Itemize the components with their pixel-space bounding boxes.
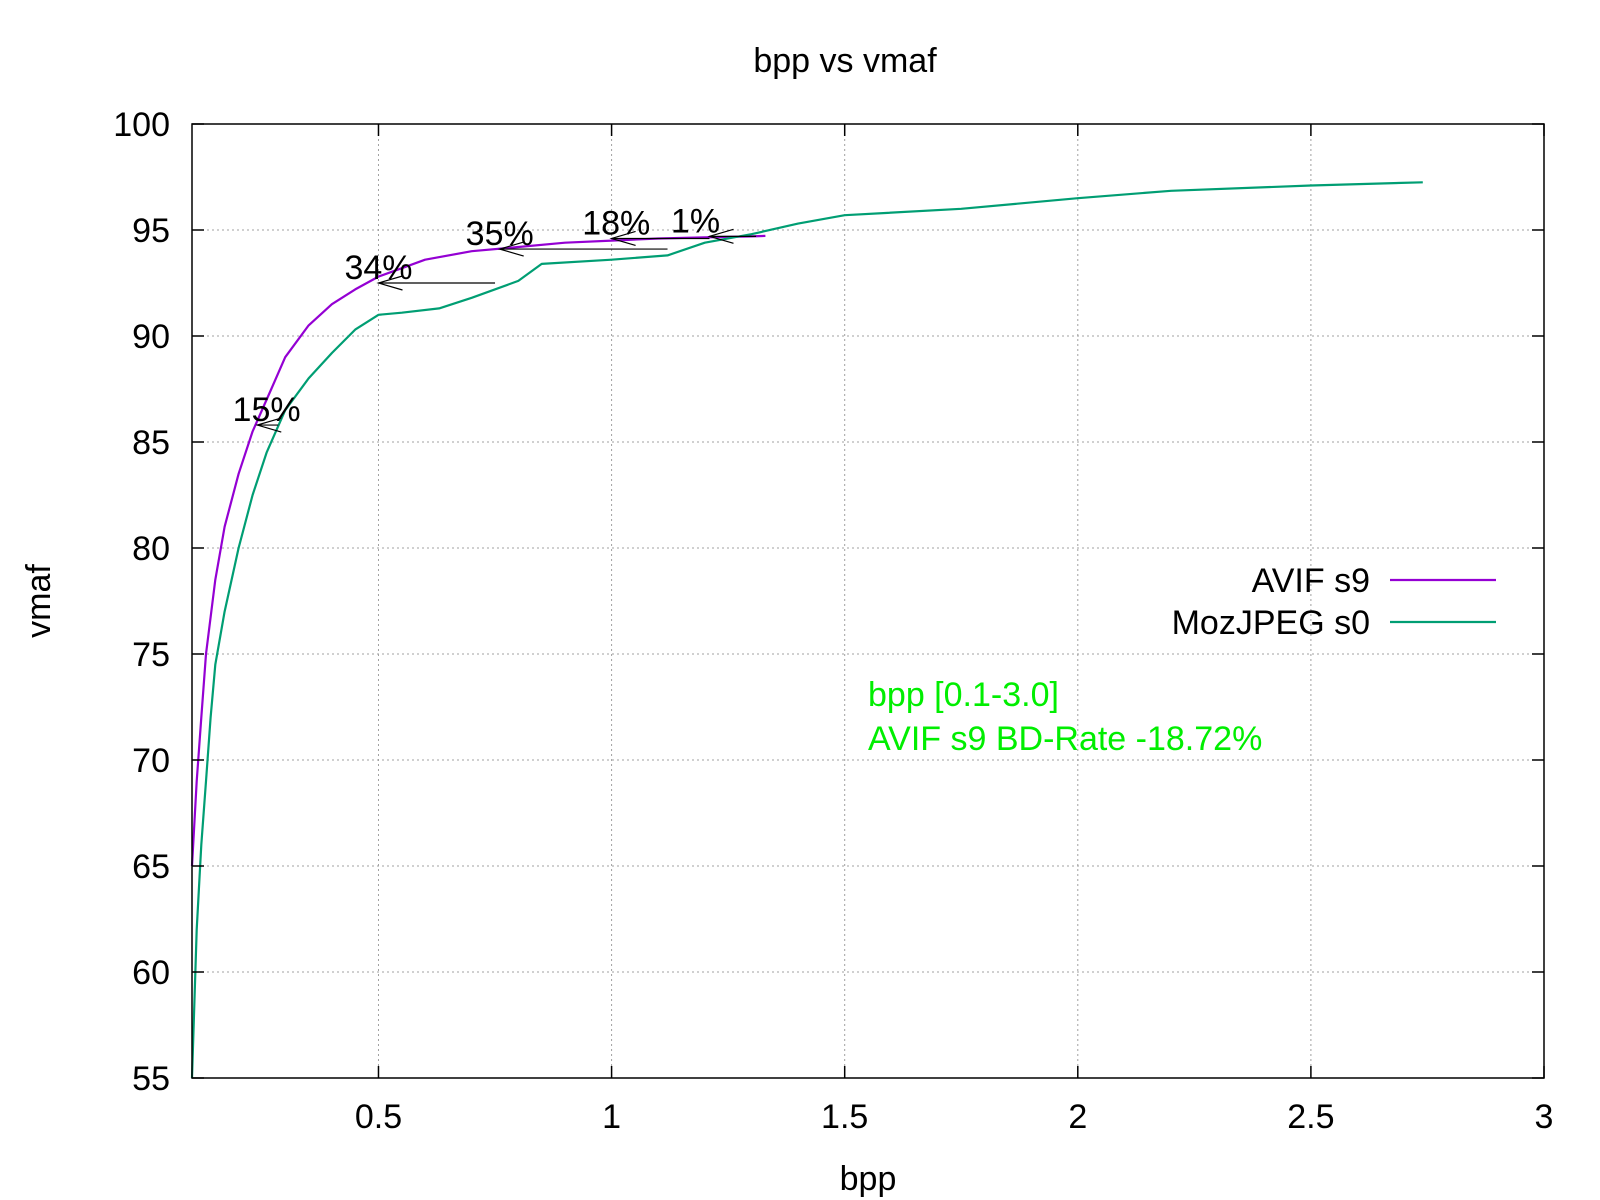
bd-rate-annotation: 18% xyxy=(582,204,650,242)
series-line-1 xyxy=(190,181,1423,1079)
y-tick-label: 90 xyxy=(132,318,170,356)
chart-title: bpp vs vmaf xyxy=(753,42,937,80)
grid xyxy=(192,124,1544,1078)
bd-rate-annotation: 1% xyxy=(671,202,720,240)
x-tick-label: 2.5 xyxy=(1287,1098,1334,1136)
legend: AVIF s9 MozJPEG s0 xyxy=(1172,562,1496,642)
bd-rate-annotation: 34% xyxy=(344,249,412,287)
bd-rate-arrowhead xyxy=(497,241,524,257)
x-tick-label: 1 xyxy=(602,1098,621,1136)
y-tick-label: 85 xyxy=(132,424,170,462)
x-axis-label: bpp xyxy=(840,1160,897,1198)
bd-rate-arrowhead xyxy=(609,230,636,247)
x-axis-ticks: 0.5 1 1.5 2 2.5 3 xyxy=(355,124,1554,1136)
y-tick-label: 55 xyxy=(132,1060,170,1098)
x-tick-label: 1.5 xyxy=(821,1098,868,1136)
y-axis-label: vmaf xyxy=(20,564,58,638)
bd-rate-arrowhead xyxy=(376,275,403,291)
bd-rate-annotation: 35% xyxy=(466,215,534,253)
plot-frame xyxy=(191,123,1545,1079)
legend-label: AVIF s9 xyxy=(1252,562,1370,600)
y-tick-label: 70 xyxy=(132,742,170,780)
bd-rate-arrowhead xyxy=(255,417,282,433)
y-tick-label: 60 xyxy=(132,954,170,992)
y-tick-label: 65 xyxy=(132,848,170,886)
y-tick-label: 100 xyxy=(113,106,170,144)
series-line-0 xyxy=(190,234,766,867)
info-line: AVIF s9 BD-Rate -18.72% xyxy=(868,720,1262,758)
y-axis-ticks: 55 60 65 70 75 80 85 90 95 100 xyxy=(113,106,1544,1098)
bd-rate-arrowhead xyxy=(707,228,734,244)
annotations: 15% 34% 35% 18% 1% xyxy=(233,202,721,429)
x-tick-label: 0.5 xyxy=(355,1098,402,1136)
arrow-layer xyxy=(255,228,757,433)
x-tick-label: 3 xyxy=(1535,1098,1554,1136)
y-tick-label: 80 xyxy=(132,530,170,568)
info-line: bpp [0.1-3.0] xyxy=(868,676,1059,714)
bd-rate-annotation: 15% xyxy=(233,391,301,429)
y-tick-label: 75 xyxy=(132,636,170,674)
info-box: bpp [0.1-3.0] AVIF s9 BD-Rate -18.72% xyxy=(868,676,1262,758)
y-tick-label: 95 xyxy=(132,212,170,250)
x-tick-label: 2 xyxy=(1068,1098,1087,1136)
legend-label: MozJPEG s0 xyxy=(1172,604,1370,642)
